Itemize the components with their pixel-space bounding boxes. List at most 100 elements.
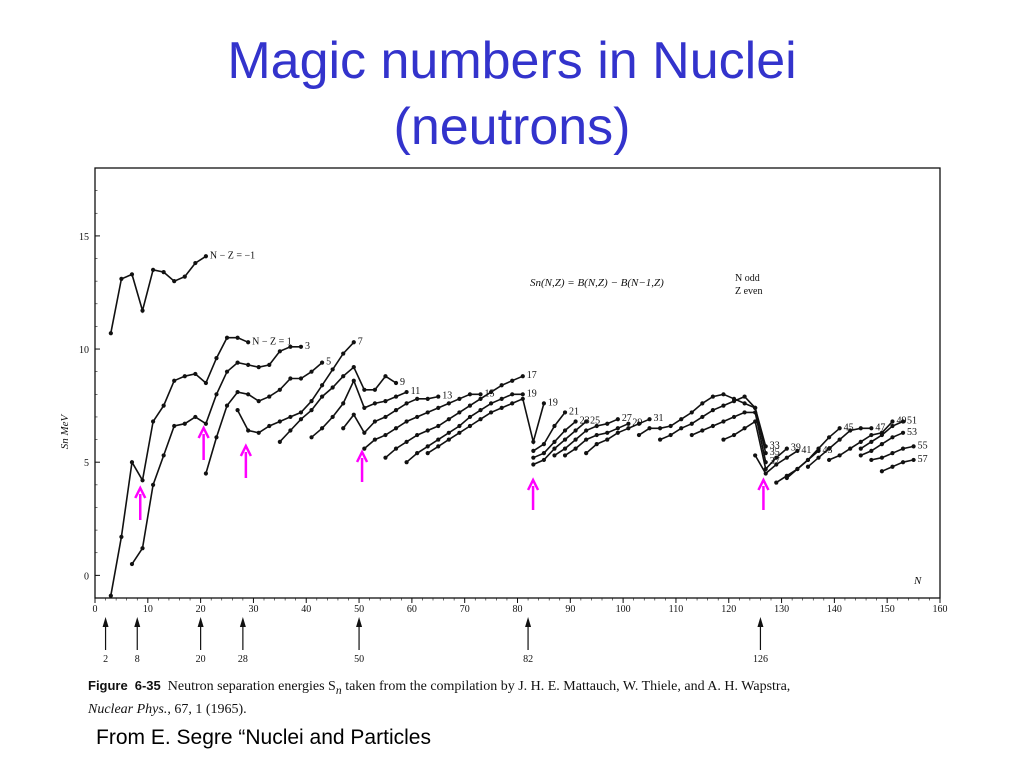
data-point [584, 437, 589, 442]
data-point [911, 444, 916, 449]
data-point [573, 446, 578, 451]
data-point [119, 276, 124, 281]
data-point [457, 423, 462, 429]
series-label: 33 [770, 440, 780, 451]
x-tick-label: 40 [301, 604, 311, 615]
data-point [129, 561, 135, 567]
series-label: 11 [411, 386, 421, 397]
data-point [150, 419, 156, 424]
data-point [383, 414, 388, 420]
series-line [131, 345, 301, 565]
data-point [594, 442, 599, 447]
data-point [615, 430, 620, 435]
data-point [330, 385, 335, 390]
data-point [203, 254, 209, 259]
series-16: 27 [552, 413, 632, 458]
series-line [310, 378, 407, 438]
data-point [351, 365, 356, 370]
data-point [309, 435, 314, 440]
series-label: 39 [791, 443, 801, 454]
data-point [288, 376, 293, 381]
data-point [689, 410, 694, 415]
magic-number-label: 28 [238, 654, 248, 665]
data-point [224, 335, 230, 340]
series-2: N − Z = 1 [108, 335, 292, 598]
data-point [193, 260, 198, 266]
data-point [837, 453, 842, 458]
data-point [869, 432, 874, 438]
data-point [900, 460, 906, 465]
data-point [742, 410, 747, 415]
data-point [710, 394, 716, 399]
data-point [341, 401, 346, 406]
data-point [795, 466, 800, 472]
data-point [224, 369, 230, 374]
data-point [584, 451, 589, 456]
series-label: 19 [548, 397, 558, 408]
slide-title: Magic numbers in Nuclei (neutrons) [0, 28, 1024, 160]
data-point [182, 421, 187, 426]
data-point [837, 437, 842, 442]
series-line [110, 336, 249, 596]
series-label: 3 [305, 341, 310, 352]
series-line [236, 341, 355, 434]
series-15: 25 [531, 415, 600, 467]
series-label: N − Z = −1 [210, 250, 255, 261]
series-23: 41 [753, 445, 811, 476]
y-tick-label: 15 [79, 232, 89, 243]
data-point [858, 446, 863, 451]
data-point [341, 351, 346, 356]
data-point [689, 432, 694, 438]
data-point [467, 423, 473, 429]
data-point [657, 437, 663, 442]
y-tick-label: 0 [84, 571, 89, 582]
magic-number-label: 2 [103, 654, 108, 665]
magic-arrow-head [102, 617, 109, 627]
series-line [427, 397, 545, 454]
series-6: 9 [277, 365, 405, 444]
x-tick-label: 10 [143, 604, 153, 615]
data-point [562, 437, 568, 442]
data-point [415, 451, 420, 456]
magic-arrow-head [525, 617, 532, 627]
data-point [298, 344, 304, 349]
series-19: 33 [636, 392, 780, 451]
data-point [362, 387, 367, 392]
data-point [731, 432, 737, 438]
data-point [721, 392, 726, 397]
data-point [520, 396, 525, 401]
series-1: N − Z = −1 [108, 250, 255, 336]
y-axis-label: Sn MeV [59, 413, 71, 449]
data-point [393, 446, 399, 451]
data-point [890, 451, 895, 456]
data-point [531, 439, 536, 444]
series-29: 53 [858, 427, 917, 458]
data-point [795, 448, 800, 453]
series-label: 31 [654, 413, 664, 424]
data-point [668, 423, 673, 429]
data-point [700, 414, 705, 420]
data-point [848, 428, 853, 433]
series-label: 9 [400, 377, 405, 388]
data-point [858, 426, 863, 431]
data-point [246, 392, 251, 397]
data-point [330, 367, 335, 372]
data-point [140, 478, 145, 483]
data-point [182, 374, 187, 379]
data-point [161, 403, 166, 408]
data-point [309, 408, 314, 413]
data-point [436, 444, 441, 449]
highlight-arrow-head [757, 477, 770, 491]
series-11: 19 [404, 388, 537, 465]
data-point [753, 419, 758, 424]
data-point [731, 399, 737, 404]
series-label: 35 [770, 447, 780, 458]
data-point [510, 378, 515, 383]
data-point [774, 462, 779, 467]
series-label: 7 [358, 336, 363, 347]
y-tick-label: 10 [79, 345, 89, 356]
title-line-1: Magic numbers in Nuclei [227, 32, 797, 90]
data-point [541, 451, 547, 456]
data-point [277, 349, 282, 354]
